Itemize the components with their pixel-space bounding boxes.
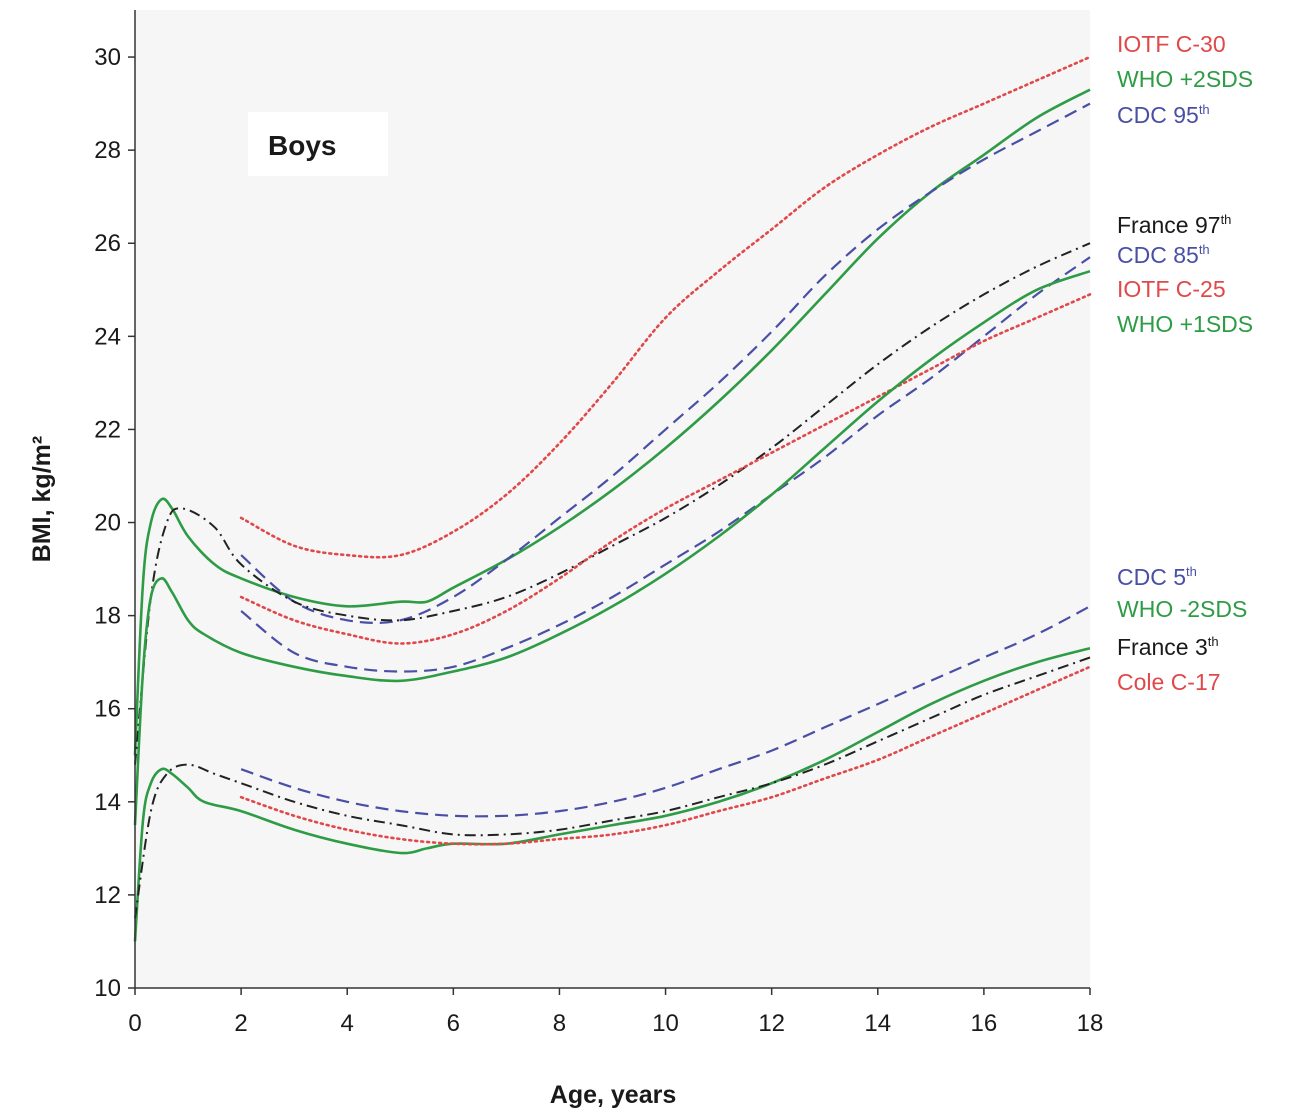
series-line-france-97th bbox=[134, 242, 1091, 765]
legend-label: WHO -2SDS bbox=[1117, 596, 1247, 622]
series-line-cdc-5th bbox=[240, 605, 1091, 818]
x-tick-label: 10 bbox=[652, 1010, 679, 1037]
series-line-france-3th bbox=[134, 656, 1091, 919]
legend-label: France 3th bbox=[1117, 634, 1219, 660]
y-tick-label: 26 bbox=[94, 230, 121, 257]
x-tick-label: 14 bbox=[864, 1010, 891, 1037]
x-tick-label: 8 bbox=[553, 1010, 566, 1037]
series-line-iotf-c-25 bbox=[239, 293, 1092, 645]
x-tick-label: 4 bbox=[341, 1010, 354, 1037]
series-line-iotf-c-30 bbox=[239, 55, 1092, 559]
y-tick-label: 22 bbox=[94, 416, 121, 443]
y-tick-label: 18 bbox=[94, 603, 121, 630]
x-tick-label: 18 bbox=[1077, 1010, 1104, 1037]
series-line-cdc-85th bbox=[240, 256, 1091, 673]
legend-label: IOTF C-25 bbox=[1117, 276, 1226, 302]
legend-label: CDC 95th bbox=[1117, 102, 1210, 128]
panel-label-box bbox=[248, 112, 388, 176]
x-tick-label: 0 bbox=[128, 1010, 141, 1037]
x-tick-label: 12 bbox=[758, 1010, 785, 1037]
x-tick-label: 6 bbox=[447, 1010, 460, 1037]
legend-label: IOTF C-30 bbox=[1117, 31, 1226, 57]
series-line-cdc-95th bbox=[240, 102, 1091, 625]
y-tick-label: 16 bbox=[94, 696, 121, 723]
series-line-who-1sds bbox=[133, 269, 1091, 826]
y-tick-label: 28 bbox=[94, 137, 121, 164]
legend-label: WHO +2SDS bbox=[1117, 66, 1253, 92]
series-line-who-2sds bbox=[133, 88, 1091, 756]
y-tick-label: 30 bbox=[94, 44, 121, 71]
series-line-who-2sds bbox=[133, 646, 1091, 942]
y-tick-label: 10 bbox=[94, 975, 121, 1002]
y-tick-label: 12 bbox=[94, 882, 121, 909]
y-axis-title: BMI, kg/m² bbox=[28, 436, 56, 562]
x-tick-label: 2 bbox=[234, 1010, 247, 1037]
legend-label: France 97th bbox=[1117, 212, 1231, 238]
y-tick-label: 14 bbox=[94, 789, 121, 816]
x-tick-label: 16 bbox=[971, 1010, 998, 1037]
series-layer bbox=[133, 55, 1092, 942]
x-axis-title: Age, years bbox=[550, 1081, 676, 1109]
axes-layer bbox=[134, 10, 1090, 989]
y-tick-label: 24 bbox=[94, 323, 121, 350]
y-tick-label: 20 bbox=[94, 510, 121, 537]
legend-label: WHO +1SDS bbox=[1117, 311, 1253, 337]
legend-label: Cole C-17 bbox=[1117, 669, 1221, 695]
legend-label: CDC 85th bbox=[1117, 242, 1210, 268]
series-line-cole-c-17 bbox=[239, 665, 1092, 846]
panel-label: Boys bbox=[268, 130, 336, 161]
legend-label: CDC 5th bbox=[1117, 564, 1197, 590]
legend-layer: IOTF C-30 WHO +2SDS CDC 95th France 97th CDC… bbox=[1117, 31, 1253, 695]
